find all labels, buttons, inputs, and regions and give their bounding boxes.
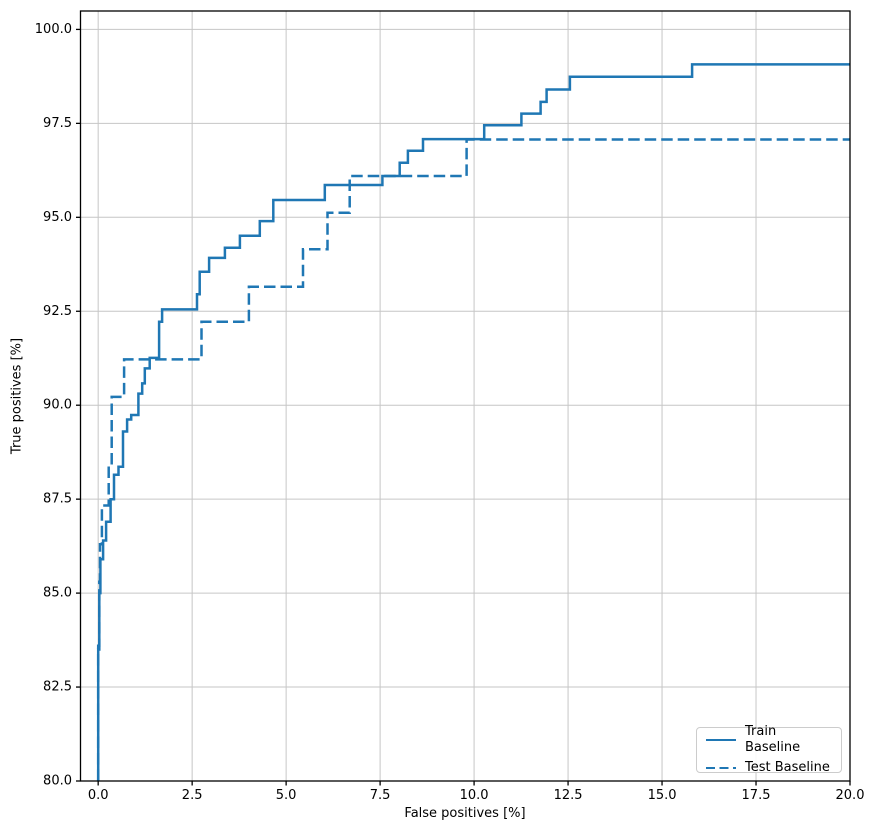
x-tick-label: 12.5 xyxy=(554,788,583,803)
y-tick-label: 95.0 xyxy=(43,210,72,225)
x-tick-label: 10.0 xyxy=(460,788,489,803)
x-axis-label: False positives [%] xyxy=(404,806,526,821)
y-tick-label: 82.5 xyxy=(43,680,72,695)
y-axis-label: True positives [%] xyxy=(9,337,25,455)
x-tick-label: 0.0 xyxy=(88,788,109,803)
legend-label-train-baseline: Train Baseline xyxy=(745,724,801,755)
y-tick-label: 90.0 xyxy=(43,398,72,413)
x-tick-label: 7.5 xyxy=(370,788,391,803)
x-tick-label: 5.0 xyxy=(276,788,297,803)
y-tick-label: 100.0 xyxy=(35,22,72,37)
y-tick-label: 85.0 xyxy=(43,586,72,601)
y-tick-label: 92.5 xyxy=(43,304,72,319)
test-baseline-line-sample-icon xyxy=(706,766,736,770)
train-baseline-line-sample-icon xyxy=(706,738,736,742)
legend-label-test-baseline: Test Baseline xyxy=(745,760,830,775)
series-line-train-baseline xyxy=(96,63,850,781)
legend-item-test-baseline: Test Baseline xyxy=(706,760,833,776)
series-line-test-baseline xyxy=(96,138,850,781)
y-tick-label: 97.5 xyxy=(43,116,72,131)
x-tick-label: 2.5 xyxy=(182,788,203,803)
legend-item-train-baseline: Train Baseline xyxy=(706,724,833,756)
legend: Train Baseline Test Baseline xyxy=(696,724,842,776)
y-tick-label: 87.5 xyxy=(43,492,72,507)
x-tick-label: 17.5 xyxy=(742,788,771,803)
x-tick-label: 15.0 xyxy=(648,788,677,803)
y-tick-label: 80.0 xyxy=(43,774,72,789)
plot-border xyxy=(79,10,851,782)
x-tick-label: 20.0 xyxy=(836,788,865,803)
